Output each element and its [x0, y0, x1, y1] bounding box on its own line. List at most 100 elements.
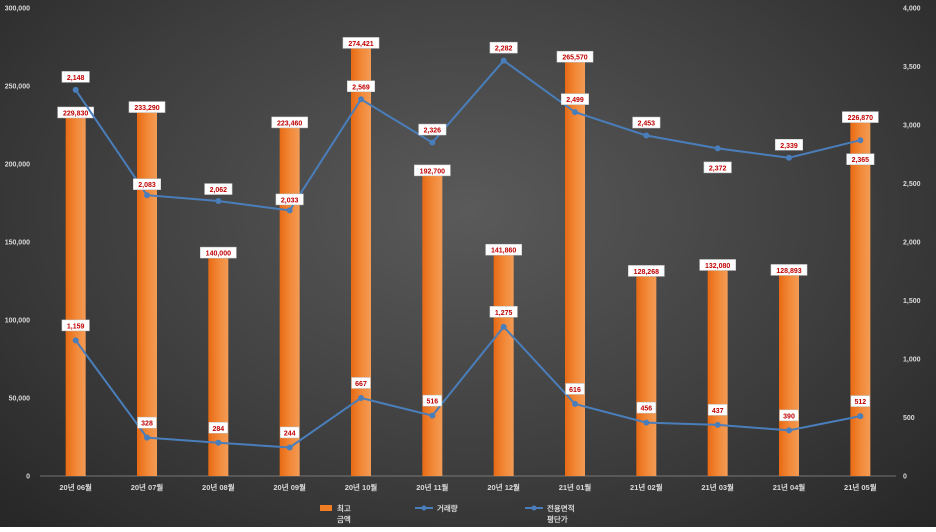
data-label-box	[775, 139, 803, 151]
data-label-box	[208, 422, 229, 434]
data-label: 2,372	[709, 165, 727, 172]
data-label: 2,083	[138, 182, 156, 189]
bar	[279, 127, 300, 476]
data-label: 192,700	[420, 168, 445, 175]
left-axis-tick-label: 0	[26, 474, 30, 481]
right-axis-tick-label: 500	[903, 415, 915, 422]
x-axis-tick-label: 20년 07월	[131, 482, 164, 492]
data-label-box	[279, 426, 300, 439]
data-label-box	[565, 383, 585, 395]
data-label-box	[61, 71, 90, 83]
volume-point	[72, 337, 79, 344]
bar	[351, 47, 371, 477]
data-label-box	[351, 377, 371, 389]
data-label-box	[842, 111, 879, 123]
data-label-box	[628, 265, 665, 277]
data-label-box	[703, 161, 732, 174]
volume-point	[572, 400, 578, 407]
data-label: 616	[569, 387, 581, 394]
right-axis-tick-label: 3,000	[903, 123, 921, 130]
legend-label: 전용면적	[547, 503, 575, 513]
left-axis-tick-label: 300,000	[5, 6, 30, 13]
data-label-box	[418, 123, 447, 136]
data-label-box	[770, 264, 808, 276]
data-label-box	[707, 404, 728, 416]
volume-point	[857, 413, 864, 420]
bar	[65, 117, 86, 476]
data-label: 437	[712, 408, 724, 415]
x-axis-tick-label: 20년 10월	[345, 482, 378, 492]
data-label-box	[271, 116, 308, 129]
data-label: 265,570	[562, 55, 587, 62]
volume-point	[144, 434, 150, 441]
x-axis-tick-label: 21년 01월	[559, 482, 592, 492]
right-axis-tick-label: 2,500	[903, 181, 921, 188]
data-label: 132,080	[705, 263, 730, 270]
data-label: 1,275	[495, 310, 513, 317]
x-axis-tick-label: 20년 09월	[273, 482, 306, 492]
unit-price-point	[429, 139, 436, 146]
unit-price-point	[286, 207, 293, 214]
data-label-box	[133, 178, 161, 190]
bar	[779, 274, 799, 476]
data-label: 274,421	[348, 41, 373, 48]
volume-line	[74, 325, 861, 449]
volume-point	[786, 427, 792, 434]
right-axis-tick-label: 1,000	[903, 357, 921, 364]
volume-point	[714, 421, 721, 428]
volume-point	[215, 439, 222, 446]
right-axis-tick-label: 0	[903, 474, 907, 481]
unit-price-point	[714, 145, 721, 152]
data-label-box	[414, 164, 451, 177]
left-axis-tick-label: 100,000	[5, 318, 30, 325]
data-label-box	[556, 50, 594, 63]
data-label: 2,453	[638, 121, 656, 128]
data-label: 512	[854, 399, 866, 406]
legend-swatch-marker	[421, 505, 427, 511]
left-axis-tick-label: 250,000	[5, 84, 30, 91]
data-label: 244	[284, 430, 296, 437]
data-label-box	[422, 394, 443, 407]
bar	[137, 112, 157, 476]
volume-point	[500, 323, 507, 330]
data-label: 2,499	[566, 97, 584, 104]
data-label: 2,062	[210, 187, 228, 194]
bar	[493, 254, 514, 476]
data-label: 2,365	[852, 157, 870, 164]
unit-price-point	[572, 109, 578, 116]
bar	[208, 257, 229, 476]
unit-price-point	[500, 57, 507, 64]
data-label: 516	[426, 399, 438, 406]
x-axis-tick-label: 21년 05월	[844, 482, 877, 492]
right-axis-tick-label: 3,500	[903, 64, 921, 71]
data-label: 2,148	[67, 75, 85, 82]
data-label: 2,033	[281, 197, 299, 204]
data-label-box	[632, 116, 661, 129]
right-axis-tick-label: 1,500	[903, 298, 921, 305]
data-label-box	[485, 243, 522, 256]
data-label-box	[779, 409, 799, 422]
right-axis-tick-label: 4,000	[903, 6, 921, 13]
data-label: 667	[355, 381, 367, 388]
x-axis-tick-label: 21년 03월	[701, 482, 734, 492]
data-label: 2,339	[780, 143, 798, 150]
data-label-box	[342, 37, 380, 49]
x-axis-tick-label: 20년 12월	[487, 482, 520, 492]
data-label-box	[137, 416, 157, 429]
data-label-box	[57, 106, 94, 119]
data-label: 229,830	[63, 110, 88, 117]
data-label-box	[128, 101, 166, 113]
data-label: 128,893	[776, 268, 801, 275]
bar	[422, 175, 443, 476]
right-axis-tick-label: 2,000	[903, 240, 921, 247]
volume-point	[429, 412, 436, 419]
left-axis-tick-label: 50,000	[9, 396, 31, 403]
data-label: 226,870	[848, 115, 873, 122]
x-axis-tick-label: 20년 11월	[416, 482, 448, 492]
x-axis-tick-label: 20년 06월	[59, 482, 92, 492]
bar	[565, 61, 585, 476]
legend-label: 최고	[337, 503, 351, 513]
legend-label: 평단가	[547, 514, 568, 524]
